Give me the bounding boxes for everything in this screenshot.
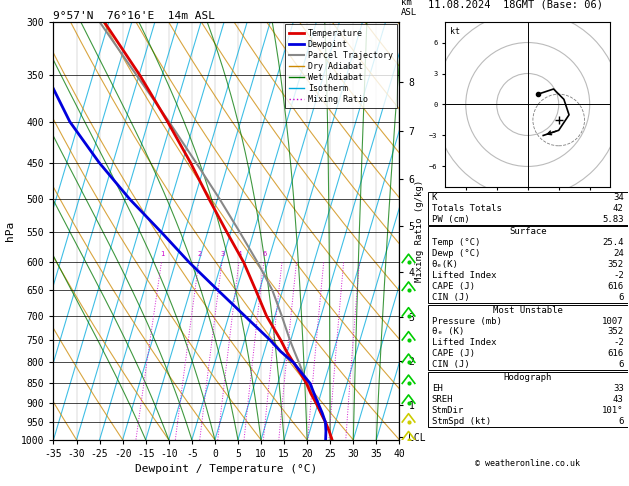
Text: 2: 2 [198,251,202,257]
Text: 352: 352 [608,260,624,269]
Legend: Temperature, Dewpoint, Parcel Trajectory, Dry Adiabat, Wet Adiabat, Isotherm, Mi: Temperature, Dewpoint, Parcel Trajectory… [285,24,397,108]
Text: CIN (J): CIN (J) [431,360,469,369]
Text: 6: 6 [618,417,624,426]
Text: 11.08.2024  18GMT (Base: 06): 11.08.2024 18GMT (Base: 06) [428,0,603,10]
Text: -2: -2 [613,338,624,347]
Text: Pressure (mb): Pressure (mb) [431,316,501,326]
Text: Mixing Ratio (g/kg): Mixing Ratio (g/kg) [415,180,424,282]
Text: 6: 6 [262,251,267,257]
Text: EH: EH [431,384,442,393]
Text: 3: 3 [221,251,225,257]
Text: Hodograph: Hodograph [504,373,552,382]
X-axis label: Dewpoint / Temperature (°C): Dewpoint / Temperature (°C) [135,465,318,474]
Text: 5.83: 5.83 [602,215,624,225]
Text: -2: -2 [613,271,624,280]
Text: θₑ (K): θₑ (K) [431,328,464,336]
Text: CIN (J): CIN (J) [431,293,469,302]
Y-axis label: hPa: hPa [6,221,15,241]
Bar [428,372,628,427]
Text: 33: 33 [613,384,624,393]
Text: 42: 42 [613,205,624,213]
Text: SREH: SREH [431,395,454,404]
Bar [428,226,628,303]
Text: 4: 4 [238,251,242,257]
Text: StmDir: StmDir [431,406,464,415]
Text: 616: 616 [608,349,624,358]
Text: Surface: Surface [509,227,547,236]
Bar [428,305,628,370]
Bar [428,192,628,225]
Text: K: K [431,193,437,203]
Text: © weatheronline.co.uk: © weatheronline.co.uk [476,459,580,469]
Text: 34: 34 [613,193,624,203]
Text: 43: 43 [613,395,624,404]
Text: 24: 24 [613,249,624,258]
Text: PW (cm): PW (cm) [431,215,469,225]
Text: 352: 352 [608,328,624,336]
Text: 6: 6 [618,360,624,369]
Text: Lifted Index: Lifted Index [431,338,496,347]
Text: 1: 1 [160,251,164,257]
Text: CAPE (J): CAPE (J) [431,282,475,291]
Text: km
ASL: km ASL [401,0,417,17]
Text: Most Unstable: Most Unstable [493,306,563,314]
Text: 6: 6 [618,293,624,302]
Text: Temp (°C): Temp (°C) [431,238,480,247]
Text: 1007: 1007 [602,316,624,326]
Text: θₑ(K): θₑ(K) [431,260,459,269]
Text: 101°: 101° [602,406,624,415]
Text: CAPE (J): CAPE (J) [431,349,475,358]
Text: 616: 616 [608,282,624,291]
Text: Dewp (°C): Dewp (°C) [431,249,480,258]
Text: StmSpd (kt): StmSpd (kt) [431,417,491,426]
Text: Totals Totals: Totals Totals [431,205,501,213]
Text: 9°57'N  76°16'E  14m ASL: 9°57'N 76°16'E 14m ASL [53,11,216,21]
Text: 25.4: 25.4 [602,238,624,247]
Text: kt: kt [450,27,460,36]
Text: Lifted Index: Lifted Index [431,271,496,280]
